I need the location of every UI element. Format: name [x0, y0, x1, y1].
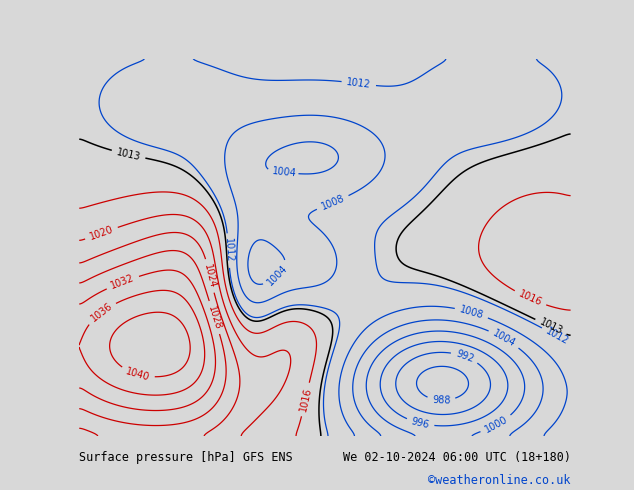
Text: 996: 996 — [410, 416, 430, 430]
Text: 1032: 1032 — [110, 273, 136, 291]
Text: 1004: 1004 — [272, 167, 297, 179]
Text: 1012: 1012 — [544, 326, 570, 346]
Text: 1012: 1012 — [223, 238, 234, 263]
Text: 1004: 1004 — [491, 328, 517, 349]
Text: 992: 992 — [455, 348, 475, 365]
Text: 1028: 1028 — [206, 304, 223, 331]
Text: 1004: 1004 — [266, 263, 290, 287]
Text: Surface pressure [hPa] GFS ENS: Surface pressure [hPa] GFS ENS — [79, 451, 293, 464]
Text: 1008: 1008 — [458, 304, 485, 320]
Text: 1036: 1036 — [89, 301, 114, 324]
Text: 1000: 1000 — [483, 415, 510, 435]
Text: 1040: 1040 — [125, 366, 151, 383]
Text: 1024: 1024 — [202, 263, 217, 289]
Text: 988: 988 — [432, 395, 451, 406]
Text: 1016: 1016 — [298, 387, 313, 413]
Text: 1016: 1016 — [517, 289, 543, 308]
Text: 1013: 1013 — [538, 317, 564, 337]
Text: We 02-10-2024 06:00 UTC (18+180): We 02-10-2024 06:00 UTC (18+180) — [342, 451, 571, 464]
Text: 1013: 1013 — [115, 147, 141, 162]
Text: ©weatheronline.co.uk: ©weatheronline.co.uk — [428, 474, 571, 487]
Text: 1012: 1012 — [346, 77, 372, 90]
Text: 1008: 1008 — [320, 193, 346, 212]
Text: 1020: 1020 — [88, 224, 115, 242]
